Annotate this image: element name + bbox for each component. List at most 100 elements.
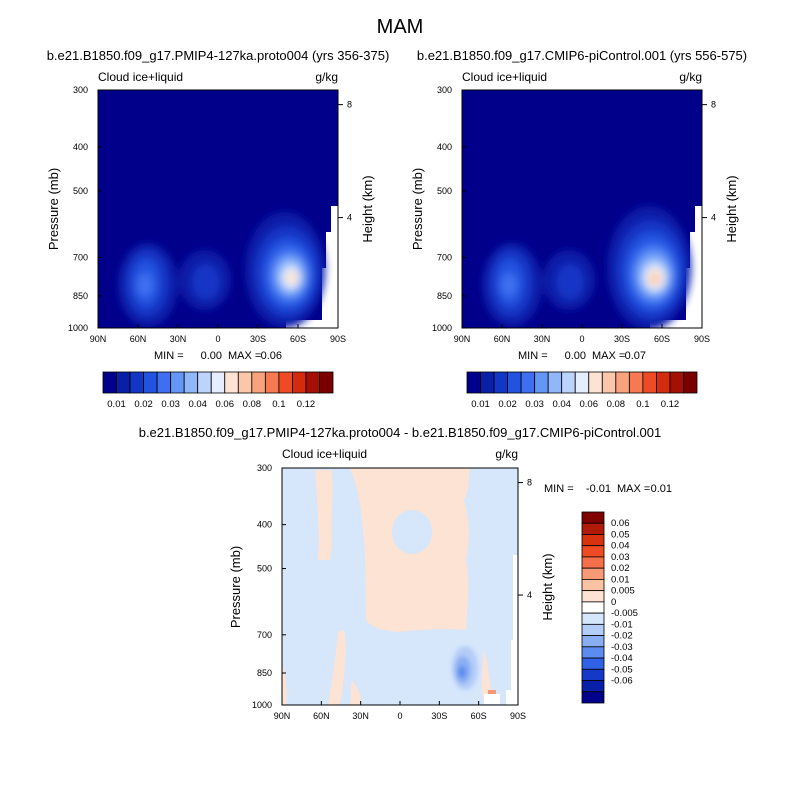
colorbar-swatch [581,612,605,625]
x-tick-label: 90S [330,334,346,344]
colorbar-swatch [156,371,172,394]
x-tick-label: 90N [454,334,471,344]
y-tick-label: 500 [257,564,272,574]
panel-1-ylabel: Pressure (mb) [46,168,61,250]
colorbar-swatch [581,545,605,558]
colorbar-swatch [143,371,158,394]
panel-3-ylabel: Pressure (mb) [228,546,243,628]
panel-2-units: g/kg [679,70,702,84]
colorbar-swatch [480,371,495,394]
y2-tick-label: 8 [347,100,352,110]
colorbar-swatch [547,371,563,394]
x-tick-label: 0 [579,334,584,344]
colorbar-label: 0.1 [636,399,649,410]
x-tick-label: 60S [290,334,306,344]
colorbar-label: 0.01 [611,574,630,585]
panel-3-variable: Cloud ice+liquid [282,447,367,461]
panel-3-xticks: 90N 60N 30N 0 30S 60S 90S [274,701,526,721]
colorbar-swatch [534,371,549,394]
panel-3-min-label: MIN = [544,483,574,495]
colorbar-swatch [601,371,617,394]
colorbar-label: 0.03 [161,399,180,410]
colorbar-swatch [581,635,605,648]
colorbar-swatch [615,371,630,394]
colorbar-swatch [581,534,605,547]
panel-1-yticks: 300 400 500 700 850 1000 [68,85,102,333]
colorbar-label: 0.06 [580,399,599,410]
panel-3-field [282,468,518,705]
colorbar-swatch [102,371,117,394]
colorbar-swatch [581,657,605,670]
colorbar-label: -0.03 [611,642,633,653]
panel-2-y2ticks: 84 [702,100,716,223]
panel-2-y2label: Height (km) [724,175,739,242]
y-tick-label: 850 [257,668,272,678]
panel-2-xticks: 90N 60N 30N 0 30S 60S 90S [454,324,710,344]
x-tick-label: 60N [130,334,147,344]
x-tick-label: 60S [471,711,487,721]
x-tick-label: 0 [215,334,220,344]
y2-tick-label: 4 [711,213,716,223]
positive-band-south [481,650,494,700]
colorbar-label: -0.04 [611,653,633,664]
positive-band-edge [282,665,287,705]
colorbar-label: -0.06 [611,676,633,687]
y-tick-label: 700 [437,252,452,262]
x-tick-label: 90S [510,711,526,721]
panel-2: b.e21.B1850.f09_g17.CMIP6-piControl.001 … [410,48,747,410]
panel-2-yticks: 300 400 500 700 850 1000 [432,85,466,333]
colorbar-swatch [656,371,671,394]
panel-2-field [462,90,702,328]
x-tick-label: 90N [274,711,291,721]
y-tick-label: 300 [437,85,452,95]
x-tick-label: 60S [654,334,670,344]
colorbar-swatch [581,668,605,681]
x-tick-label: 30S [250,334,266,344]
colorbar-label: -0.02 [611,631,633,642]
colorbar-swatch [292,371,307,394]
panel-1-min: 0.00 [201,350,222,362]
colorbar-swatch [507,371,522,394]
colorbar-label: 0.03 [525,399,544,410]
colorbar-swatch [628,371,644,394]
y2-tick-label: 8 [527,478,532,488]
x-tick-label: 30S [614,334,630,344]
panel-3-max-label: MAX = [617,483,650,495]
colorbar-swatch [264,371,280,394]
y-tick-label: 850 [73,291,88,301]
panel-2-min: 0.00 [565,350,586,362]
colorbar-label: 0.08 [243,399,262,410]
y2-tick-label: 4 [347,213,352,223]
colorbar-label: 0.06 [611,518,630,529]
panel-2-colorbar: 0.01 0.02 0.03 0.04 0.06 0.08 0.1 0.12 [466,371,698,410]
colorbar-label: -0.005 [611,608,638,619]
x-tick-label: 90S [694,334,710,344]
panel-3-yticks: 300 400 500 700 850 1000 [252,463,286,710]
y-tick-label: 500 [73,186,88,196]
panel-1-xticks: 90N 60N 30N 0 30S 60S 90S [90,324,346,344]
panel-1-colorbar: 0.01 0.02 0.03 0.04 0.06 0.08 0.1 0.12 [102,371,334,410]
panel-1-max: 0.06 [261,350,282,362]
colorbar-label: -0.01 [611,619,633,630]
panel-3-colorbar: 0.060.050.040.030.020.010.0050-0.005-0.0… [581,511,638,704]
colorbar-swatch [581,590,605,603]
x-tick-label: 0 [397,711,402,721]
y-tick-label: 500 [437,186,452,196]
panel-3-units: g/kg [495,447,518,461]
colorbar-swatch [581,522,605,535]
colorbar-label: 0 [611,597,616,608]
colorbar-label: 0.005 [611,586,635,597]
colorbar-swatch [669,371,684,394]
colorbar-label: 0.05 [611,529,630,540]
x-tick-label: 30N [534,334,551,344]
y-tick-label: 300 [73,85,88,95]
y-tick-label: 1000 [432,323,452,333]
colorbar-swatch [170,371,185,394]
y-tick-label: 850 [437,291,452,301]
panel-2-min-label: MIN = [518,350,548,362]
y2-tick-label: 4 [527,590,532,600]
colorbar-swatch [197,371,212,394]
x-tick-label: 60N [313,711,330,721]
positive-band-lower-mid [350,680,361,705]
y-tick-label: 1000 [252,700,272,710]
